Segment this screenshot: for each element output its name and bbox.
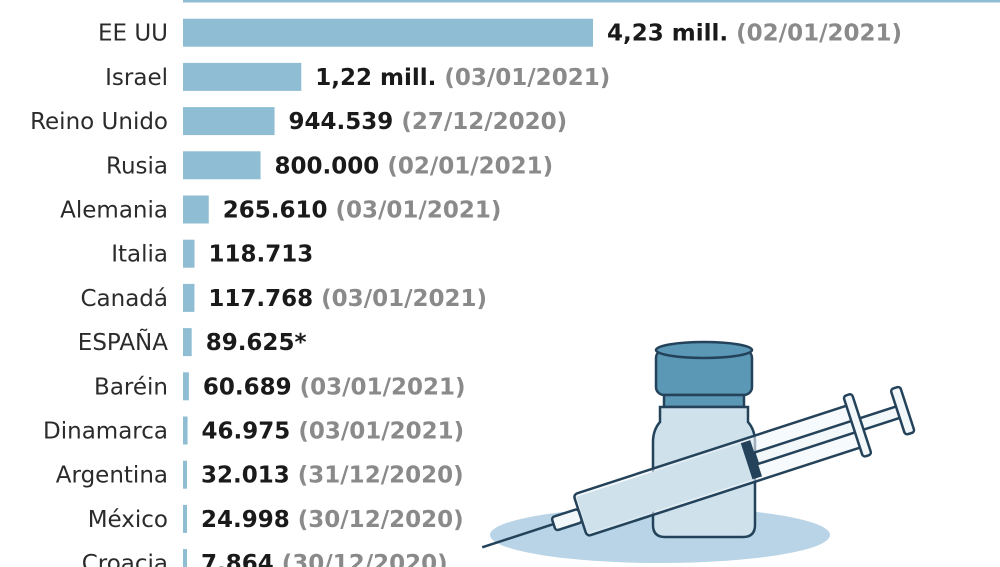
date-label: (30/12/2020) [282, 551, 448, 567]
date-label: (02/01/2021) [387, 153, 553, 179]
value-label: 800.000 (02/01/2021) [275, 153, 554, 179]
date-label: (03/01/2021) [444, 65, 610, 91]
date-label: (03/01/2021) [321, 286, 487, 312]
vaccine-illustration [481, 340, 916, 563]
vial-neck [662, 393, 746, 409]
bar [183, 107, 275, 136]
syringe-icon [481, 385, 916, 549]
syringe-flange [842, 393, 873, 458]
value-label: 265.610 (03/01/2021) [223, 198, 502, 224]
category-label: EE UU [98, 21, 168, 47]
category-label: Israel [105, 65, 168, 91]
value-label: 46.975 (03/01/2021) [202, 419, 465, 445]
value-label: 117.768 (03/01/2021) [208, 286, 487, 312]
syringe-liquid [576, 442, 755, 533]
category-label: Alemania [60, 198, 168, 224]
value-label: 118.713 [209, 242, 314, 268]
category-label: Argentina [56, 463, 168, 489]
date-label: (27/12/2020) [401, 109, 567, 135]
bar [183, 0, 1000, 3]
category-label: Dinamarca [43, 419, 168, 445]
category-label: Croacia [82, 551, 168, 567]
bar [183, 239, 195, 268]
date-label: (31/12/2020) [298, 463, 464, 489]
value-label: 4,23 mill. (02/01/2021) [607, 21, 902, 47]
date-label: (03/01/2021) [300, 374, 466, 400]
category-label: Canadá [80, 286, 168, 312]
category-label: Reino Unido [30, 109, 168, 135]
bar [183, 151, 261, 180]
bar [183, 283, 195, 312]
bar [183, 549, 187, 567]
bar [183, 504, 187, 533]
date-label: (02/01/2021) [736, 21, 902, 47]
category-label: ESPAÑA [78, 328, 168, 356]
value-label: 60.689 (03/01/2021) [203, 374, 466, 400]
value-label: 32.013 (31/12/2020) [201, 463, 464, 489]
category-label: Baréin [94, 374, 168, 400]
category-label: Rusia [106, 153, 168, 179]
value-label: 1,22 mill. (03/01/2021) [315, 65, 610, 91]
vial-cap-top [654, 340, 754, 360]
bar [183, 328, 192, 357]
bar [183, 416, 188, 445]
date-label: (03/01/2021) [298, 419, 464, 445]
bar [183, 18, 594, 47]
bar [183, 372, 189, 401]
category-label: Italia [111, 242, 168, 268]
value-label: 89.625* [206, 330, 307, 356]
value-label: 7.864 (30/12/2020) [201, 551, 448, 567]
syringe-needle [481, 522, 554, 549]
bar [183, 62, 302, 91]
date-label: (30/12/2020) [298, 507, 464, 533]
category-label: México [88, 507, 168, 533]
bar [183, 460, 187, 489]
value-label: 944.539 (27/12/2020) [289, 109, 568, 135]
syringe-thumb-press [889, 385, 916, 436]
syringe-plunger-head [740, 440, 763, 480]
chart-rows: EE UU 4,23 mill. (02/01/2021) Israel 1,22 mi… [30, 0, 1000, 567]
bar [183, 195, 209, 224]
date-label: (03/01/2021) [336, 198, 502, 224]
value-label: 24.998 (30/12/2020) [201, 507, 464, 533]
